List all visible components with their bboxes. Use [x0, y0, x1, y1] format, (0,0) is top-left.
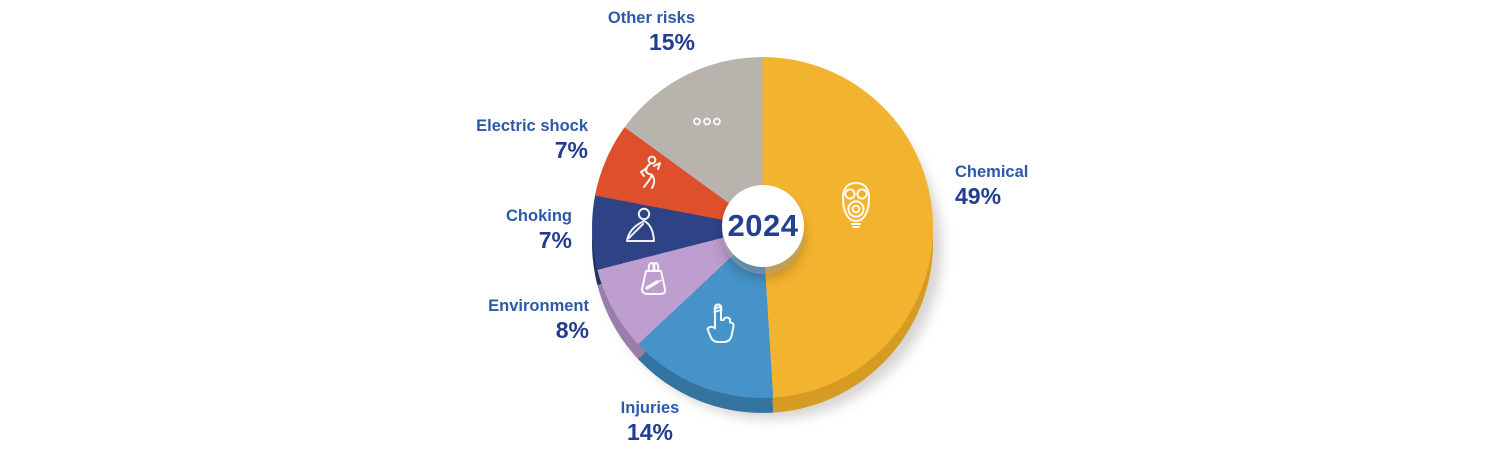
slice-percent: 7% — [554, 137, 588, 163]
slice-percent: 7% — [538, 227, 572, 253]
slice-percent: 15% — [648, 29, 695, 55]
year-label: 2024 — [727, 208, 799, 243]
three-dots-icon — [692, 116, 722, 127]
year-badge: 2024 — [722, 185, 804, 267]
bandaged-finger-icon — [701, 298, 738, 347]
label-injuries: Injuries 14% — [590, 398, 710, 446]
electrocuted-person-icon — [636, 154, 663, 194]
pie-chart-2024: 2024 — [592, 57, 942, 419]
label-environment: Environment 8% — [488, 296, 589, 344]
choking-person-icon — [623, 206, 656, 246]
slice-name: Electric shock — [476, 117, 588, 135]
slice-name: Chemical — [955, 163, 1029, 181]
slice-name: Environment — [488, 297, 589, 315]
slice-name: Injuries — [620, 399, 680, 417]
label-other-risks: Other risks 15% — [608, 8, 695, 56]
gas-mask-icon — [838, 180, 874, 232]
slice-name: Other risks — [607, 9, 695, 27]
plastic-bag-icon — [634, 259, 673, 297]
slice-percent: 49% — [955, 183, 1002, 209]
label-electric-shock: Electric shock 7% — [476, 116, 588, 164]
slice-name: Choking — [506, 207, 572, 225]
slice-percent: 8% — [555, 317, 589, 343]
slice-percent: 14% — [626, 419, 674, 445]
label-chemical: Chemical 49% — [955, 162, 1028, 210]
label-choking: Choking 7% — [506, 206, 572, 254]
